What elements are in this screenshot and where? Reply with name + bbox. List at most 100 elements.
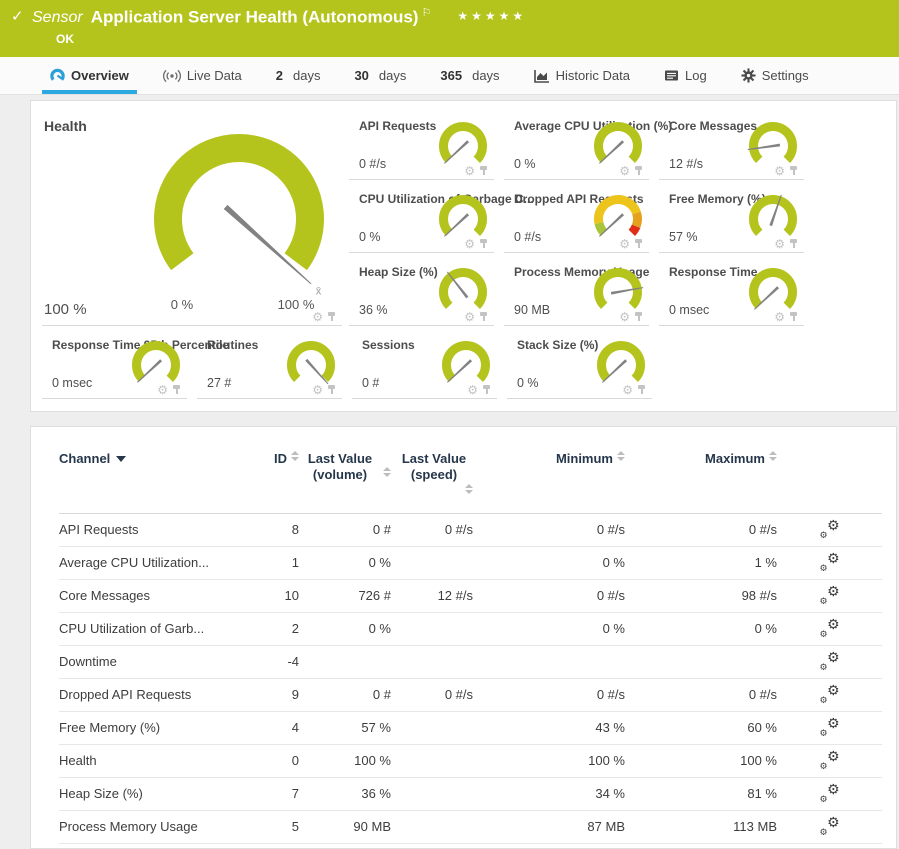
channel-id-cell: 2 <box>249 612 299 646</box>
channel-name-cell: Process Memory Usage <box>59 810 249 844</box>
pin-icon[interactable] <box>634 238 643 249</box>
channel-id-cell: -4 <box>249 645 299 679</box>
gauge-title: API Requests <box>359 119 437 133</box>
pin-icon[interactable] <box>789 238 798 249</box>
minimum-cell: 0 #/s <box>473 513 625 547</box>
tab-live-data[interactable]: Live Data <box>162 57 242 94</box>
column-label: Last Value (volume) <box>307 451 373 483</box>
gear-icon[interactable]: ⚙ <box>619 163 630 178</box>
channel-id-cell: 8 <box>249 513 299 547</box>
last-value-speed-cell <box>391 744 473 778</box>
gauges-panel: Health x̄ 0 % 100 % 100 % ⚙ API Requests… <box>30 100 897 412</box>
gauge-panel: Core Messages 12 #/s ⚙ <box>659 113 804 180</box>
gauge-value: 0 % <box>514 157 536 171</box>
channel-settings-gears-icon[interactable]: ⚙ ⚙ <box>819 649 840 672</box>
pin-icon[interactable] <box>634 311 643 322</box>
column-header-actions <box>777 427 882 514</box>
gear-icon[interactable]: ⚙ <box>774 236 785 251</box>
pin-icon[interactable] <box>789 165 798 176</box>
minimum-cell: 0 #/s <box>473 579 625 613</box>
pin-icon[interactable] <box>172 384 181 395</box>
gear-icon[interactable]: ⚙ <box>312 309 323 324</box>
gauge-title: Stack Size (%) <box>517 338 599 352</box>
channel-settings-gears-icon[interactable]: ⚙ ⚙ <box>819 682 840 705</box>
gear-icon[interactable]: ⚙ <box>619 236 630 251</box>
tab-30-days[interactable]: 30 days <box>354 57 406 94</box>
tab-overview[interactable]: Overview <box>42 57 137 94</box>
channel-settings-gears-icon[interactable]: ⚙ ⚙ <box>819 814 840 837</box>
live-signal-icon <box>162 69 181 82</box>
gear-icon[interactable]: ⚙ <box>467 382 478 397</box>
maximum-cell: 60 % <box>625 711 777 745</box>
column-header-id[interactable]: ID <box>249 427 299 514</box>
last-value-speed-cell: 12 #/s <box>391 579 473 613</box>
column-header-maximum[interactable]: Maximum <box>625 427 777 514</box>
minimum-cell: 0 #/s <box>473 678 625 712</box>
table-row: Average CPU Utilization... 1 0 % 0 % 1 %… <box>59 546 882 580</box>
maximum-cell: 0 #/s <box>625 678 777 712</box>
gear-icon[interactable]: ⚙ <box>622 382 633 397</box>
pin-icon[interactable] <box>327 311 336 322</box>
tab-label: Settings <box>761 68 809 83</box>
gauge-dial <box>749 268 797 310</box>
gear-icon[interactable]: ⚙ <box>774 309 785 324</box>
gear-icon[interactable]: ⚙ <box>464 163 475 178</box>
column-header-last-value-speed[interactable]: Last Value (speed) <box>391 427 473 514</box>
gear-icon[interactable]: ⚙ <box>157 382 168 397</box>
gear-icon[interactable]: ⚙ <box>464 236 475 251</box>
column-header-last-value-volume[interactable]: Last Value (volume) <box>299 427 391 514</box>
priority-stars[interactable]: ★★★★★ <box>457 9 527 24</box>
channel-id-cell: 9 <box>249 678 299 712</box>
last-value-volume-cell: 0 % <box>299 546 391 580</box>
last-value-volume-cell <box>299 645 391 679</box>
gauge-title: Routines <box>207 338 259 352</box>
pin-icon[interactable] <box>327 384 336 395</box>
pin-icon[interactable] <box>479 238 488 249</box>
gauge-value: 36 % <box>359 303 388 317</box>
svg-text:x̄: x̄ <box>316 286 322 297</box>
column-header-channel[interactable]: Channel <box>59 427 249 514</box>
gauge-value: 100 % <box>44 301 87 318</box>
channel-settings-gears-icon[interactable]: ⚙ ⚙ <box>819 517 840 540</box>
channel-settings-gears-icon[interactable]: ⚙ ⚙ <box>819 748 840 771</box>
gear-icon[interactable]: ⚙ <box>312 382 323 397</box>
column-label: Last Value (speed) <box>401 451 467 483</box>
tab-label: Live Data <box>186 68 242 83</box>
gauge-dial <box>594 195 642 237</box>
gear-icon[interactable]: ⚙ <box>774 163 785 178</box>
gauge-panel: Average CPU Utilization (%) 0 % ⚙ <box>504 113 672 180</box>
sort-icon <box>383 467 391 478</box>
channel-table-panel: Channel ID Last Value (volume) Last Valu… <box>30 426 897 849</box>
pin-icon[interactable] <box>634 165 643 176</box>
tab-365-days[interactable]: 365 days <box>440 57 499 94</box>
minimum-cell: 43 % <box>473 711 625 745</box>
tab-2-days[interactable]: 2 days <box>276 57 321 94</box>
table-row: API Requests 8 0 # 0 #/s 0 #/s 0 #/s ⚙ ⚙ <box>59 513 882 547</box>
tab-log[interactable]: Log <box>664 57 707 94</box>
pin-icon[interactable] <box>479 311 488 322</box>
channel-settings-gears-icon[interactable]: ⚙ ⚙ <box>819 550 840 573</box>
gauge-panel: Process Memory Usage 90 MB ⚙ <box>504 259 649 326</box>
pin-icon[interactable] <box>789 311 798 322</box>
pin-icon[interactable] <box>482 384 491 395</box>
channel-settings-gears-icon[interactable]: ⚙ ⚙ <box>819 616 840 639</box>
column-header-minimum[interactable]: Minimum <box>473 427 625 514</box>
tab-historic-data[interactable]: Historic Data <box>533 57 630 94</box>
last-value-speed-cell <box>391 777 473 811</box>
gauge-value: 0 # <box>362 376 380 390</box>
health-gauge-dial: x̄ <box>154 134 324 297</box>
channel-name-cell: Free Memory (%) <box>59 711 249 745</box>
tab-settings[interactable]: Settings <box>741 57 809 94</box>
gear-icon[interactable]: ⚙ <box>464 309 475 324</box>
channel-settings-gears-icon[interactable]: ⚙ ⚙ <box>819 583 840 606</box>
pin-icon[interactable] <box>637 384 646 395</box>
minimum-cell: 34 % <box>473 777 625 811</box>
channel-settings-gears-icon[interactable]: ⚙ ⚙ <box>819 715 840 738</box>
channel-name-cell: Health <box>59 744 249 778</box>
channel-settings-gears-icon[interactable]: ⚙ ⚙ <box>819 781 840 804</box>
column-label: ID <box>274 451 287 466</box>
pin-icon[interactable] <box>479 165 488 176</box>
gear-icon[interactable]: ⚙ <box>619 309 630 324</box>
gauge-dial <box>439 122 487 164</box>
gauge-title: Response Time 95th Percentile <box>52 338 230 352</box>
